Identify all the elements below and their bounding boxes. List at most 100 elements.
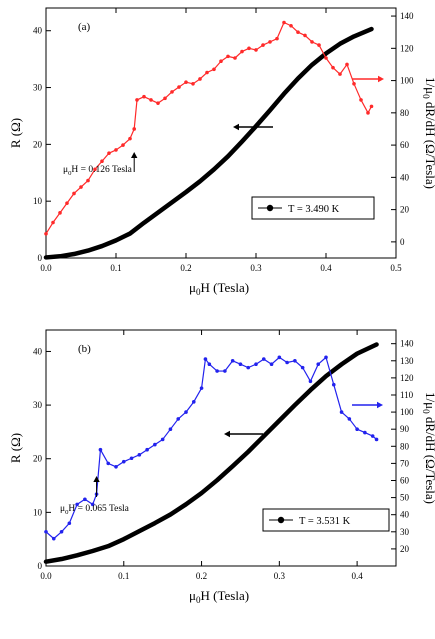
y-left-tick-label: 30 — [33, 83, 43, 93]
data-point — [199, 386, 204, 390]
plot-frame — [45, 7, 397, 259]
data-point — [83, 497, 87, 502]
data-point — [226, 54, 230, 59]
y-right-axis-label: 1/μ0 dR/dH (Ω/Tesla) — [421, 392, 435, 504]
annotation-arrowhead — [131, 152, 138, 158]
data-point — [170, 90, 174, 94]
data-point — [191, 400, 196, 404]
data-point — [106, 461, 111, 466]
y-left-tick-label: 20 — [33, 139, 43, 149]
data-point — [58, 211, 62, 215]
data-point — [203, 357, 208, 361]
data-point — [121, 459, 126, 464]
right-axis-arrowhead — [378, 75, 384, 83]
data-point — [156, 101, 160, 105]
data-point — [51, 536, 56, 541]
data-point — [355, 427, 359, 431]
data-point — [219, 59, 223, 64]
data-point — [207, 362, 212, 367]
legend-label: T = 3.531 K — [299, 516, 351, 527]
x-tick-label: 0.2 — [196, 571, 207, 581]
legend-box — [262, 508, 390, 532]
panel-a: 0.0 0.1 0.2 0.3 0.4 0.5 0 10 20 30 40 0 20 40 60 80 100 1… — [8, 7, 435, 297]
y-right-axis-label: 1/μ0 dR/dH (Ω/Tesla) — [421, 77, 435, 189]
data-point — [149, 98, 153, 102]
y-left-axis-label: R (Ω) — [8, 118, 23, 148]
data-point — [317, 43, 321, 47]
y-right-tick-label: 80 — [400, 108, 410, 118]
data-point — [184, 410, 188, 414]
data-point — [59, 529, 64, 534]
data-point — [308, 379, 313, 384]
legend-box — [251, 196, 375, 220]
data-point — [184, 80, 188, 84]
data-point — [316, 362, 321, 367]
data-point — [352, 82, 356, 86]
x-tick-label: 0.2 — [180, 263, 191, 273]
annotation-text: μ0H = 0.126 Tesla — [63, 165, 133, 177]
y-right-tick-label: 20 — [400, 544, 410, 554]
data-point — [205, 70, 209, 75]
data-point — [338, 72, 342, 76]
data-point — [44, 232, 48, 236]
y-left-tick-label: 40 — [33, 346, 43, 356]
data-point — [275, 36, 279, 41]
y-right-tick-label: 50 — [400, 493, 410, 503]
data-point — [93, 167, 97, 172]
series-line-resistance — [43, 26, 374, 260]
data-point — [374, 437, 379, 442]
data-point — [230, 358, 235, 363]
data-point — [142, 94, 146, 99]
x-tick-label: 0.4 — [320, 263, 332, 273]
y-left-axis-label: R (Ω) — [8, 433, 23, 463]
data-point — [366, 111, 370, 115]
y-right-tick-label: 70 — [400, 458, 410, 468]
data-point — [238, 362, 243, 367]
data-point — [114, 465, 118, 469]
y-right-tick-label: 30 — [400, 527, 410, 537]
legend: T = 3.490 K — [251, 196, 375, 220]
data-point — [67, 521, 72, 526]
data-point — [331, 65, 335, 70]
data-point — [247, 46, 251, 51]
data-point — [65, 201, 69, 205]
data-point — [114, 148, 118, 152]
data-point — [261, 357, 266, 361]
y-right-tick-label: 120 — [400, 43, 414, 53]
data-point — [347, 417, 352, 421]
y-left-tick-label: 10 — [33, 196, 43, 206]
panel-label: (b) — [78, 343, 91, 355]
data-point — [223, 369, 227, 373]
x-tick-label: 0.3 — [274, 571, 286, 581]
legend-label: T = 3.490 K — [288, 204, 340, 215]
data-point — [86, 178, 90, 183]
y-left-tick-label: 20 — [33, 454, 43, 464]
y-right-tick-label: 130 — [400, 356, 414, 366]
y-right-tick-label: 120 — [400, 373, 414, 383]
data-point — [129, 456, 134, 461]
x-tick-label: 0.4 — [351, 571, 363, 581]
right-axis-arrowhead — [377, 401, 383, 409]
data-point — [240, 49, 244, 54]
data-point — [289, 23, 293, 28]
x-axis-label: μ0H (Tesla) — [189, 280, 249, 297]
y-right-tick-label: 110 — [400, 390, 414, 400]
y-right-tick-label: 60 — [400, 475, 410, 485]
y-right-tick-label: 140 — [400, 11, 414, 21]
x-tick-label: 0.1 — [118, 571, 129, 581]
data-point — [153, 442, 157, 447]
data-point — [198, 77, 202, 81]
data-point — [324, 56, 328, 60]
data-point — [254, 362, 258, 367]
data-point — [303, 33, 307, 38]
data-point — [300, 365, 305, 370]
y-left-tick-label: 30 — [33, 400, 43, 410]
x-tick-label: 0.0 — [40, 263, 52, 273]
data-point — [363, 430, 367, 435]
data-point — [98, 447, 103, 452]
y-right-tick-label: 20 — [400, 205, 410, 215]
data-point — [285, 360, 289, 365]
data-point — [324, 355, 328, 360]
data-point — [254, 48, 258, 52]
